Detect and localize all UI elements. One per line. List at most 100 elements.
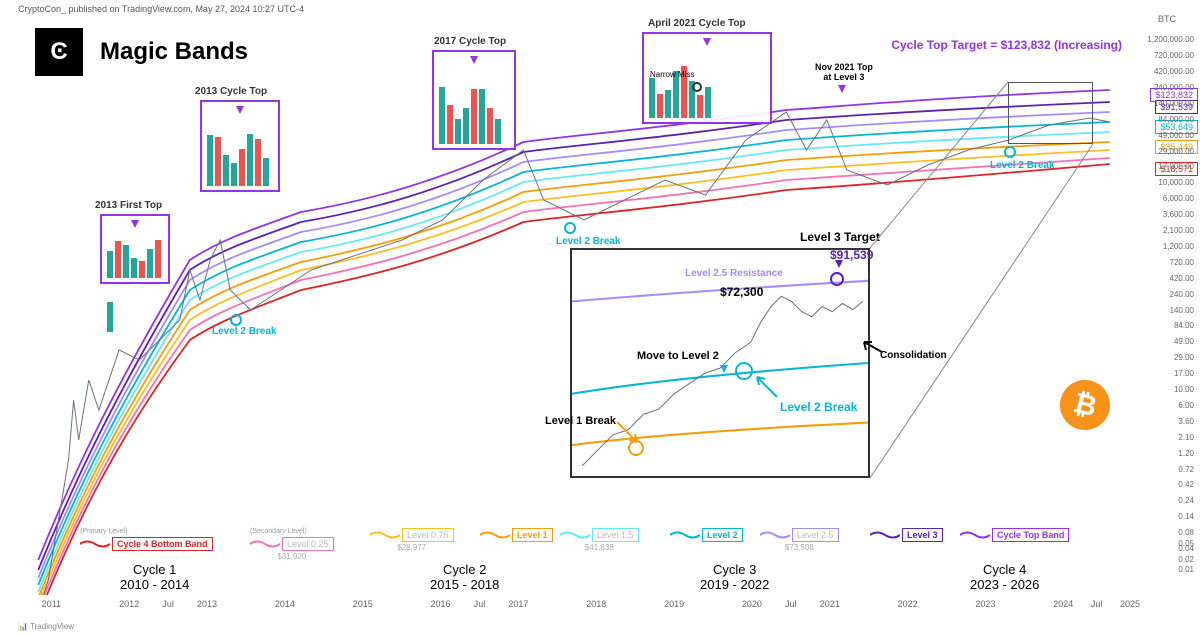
x-tick: 2013 <box>197 599 217 609</box>
y-tick: 0.08 <box>1178 528 1194 537</box>
y-tick: 0.42 <box>1178 480 1194 489</box>
level25-resist-label: Level 2.5 Resistance <box>685 268 783 279</box>
cycle-label: Cycle 12010 - 2014 <box>120 562 189 592</box>
cycle-label: Cycle 22015 - 2018 <box>430 562 499 592</box>
l2-break-inset: Level 2 Break <box>780 400 857 414</box>
y-tick: 0.04 <box>1178 544 1194 553</box>
y-tick: 2.10 <box>1178 433 1194 442</box>
y-tick: 6,000.00 <box>1163 194 1194 203</box>
x-tick: 2017 <box>508 599 528 609</box>
l1-break-circle <box>628 440 644 456</box>
legend-item: Level 1.5$41,638 <box>560 528 639 552</box>
legend-item: (Secondary Level)Level 0.25$31,920 <box>250 528 334 561</box>
callout-box: Narrow Miss <box>642 32 772 124</box>
y-axis: 1,200,000.00 720,000.00 420,000.00 240,000.… <box>1136 14 1198 595</box>
legend-item: Level 2 <box>670 528 743 542</box>
y-tick: 17.00 <box>1174 369 1194 378</box>
y-tick: 84,000.00 <box>1158 115 1194 124</box>
y-tick: 420,000.00 <box>1154 67 1194 76</box>
l2-break-circle-inset <box>735 362 753 380</box>
cycle-label: Cycle 42023 - 2026 <box>970 562 1039 592</box>
x-tick: 2015 <box>353 599 373 609</box>
legend-item: Level 2.5$73,508 <box>760 528 839 552</box>
y-tick: 3.60 <box>1178 417 1194 426</box>
callout-title: 2017 Cycle Top <box>434 36 506 47</box>
legend-item: (Primary Level)Cycle 4 Bottom Band <box>80 528 213 551</box>
y-tick: 49,000.00 <box>1158 131 1194 140</box>
x-axis: 2011 2012 Jul 2013 2014 2015 2016 Jul 2017 2018 20… <box>18 599 1130 613</box>
x-tick: 2014 <box>275 599 295 609</box>
l2-break-arrow <box>752 372 782 402</box>
callout-title: 2013 Cycle Top <box>195 86 267 97</box>
x-tick: 2011 <box>42 599 61 609</box>
y-tick: 0.14 <box>1178 512 1194 521</box>
l1-break: Level 1 Break <box>545 415 616 427</box>
level2-break-circle <box>1004 146 1016 158</box>
x-tick: 2019 <box>664 599 684 609</box>
y-tick: 240.00 <box>1170 290 1194 299</box>
x-tick: 2018 <box>586 599 606 609</box>
level3-target-circle <box>830 272 844 286</box>
x-tick: Jul <box>1091 599 1103 609</box>
y-tick: 10.00 <box>1174 385 1194 394</box>
y-tick: 49.00 <box>1174 337 1194 346</box>
y-tick: 0.24 <box>1178 496 1194 505</box>
y-tick: 3,600.00 <box>1163 210 1194 219</box>
callout-box <box>100 214 170 284</box>
y-tick: 720.00 <box>1170 258 1194 267</box>
level3-target-label: Level 3 Target <box>800 230 880 244</box>
callout-box <box>200 100 280 192</box>
y-tick: 140.00 <box>1170 306 1194 315</box>
legend-item: Level 1 <box>480 528 553 542</box>
legend-item: Cycle Top Band <box>960 528 1069 542</box>
level3-target-arrow <box>835 260 843 268</box>
y-tick: 140,000.00 <box>1154 99 1194 108</box>
x-tick: Jul <box>785 599 797 609</box>
x-tick: Jul <box>162 599 174 609</box>
callout-title: April 2021 Cycle Top <box>648 18 746 29</box>
x-tick: Jul <box>474 599 486 609</box>
x-tick: 2025 <box>1120 599 1140 609</box>
narrow-miss-label: Narrow Miss <box>650 70 694 79</box>
consolidation-arrow <box>860 338 885 356</box>
level2-break-label: Level 2 Break <box>556 236 621 247</box>
y-tick: 1.20 <box>1178 449 1194 458</box>
cycle-top-target: Cycle Top Target = $123,832 (Increasing) <box>891 38 1122 52</box>
level2-break-label: Level 2 Break <box>212 326 277 337</box>
y-tick: 17,000.00 <box>1158 162 1194 171</box>
y-tick: 29.00 <box>1174 353 1194 362</box>
y-tick: 420.00 <box>1170 274 1194 283</box>
level2-break-circle <box>564 222 576 234</box>
y-tick: 240,000.00 <box>1154 83 1194 92</box>
x-tick: 2023 <box>975 599 995 609</box>
cycle-label: Cycle 32019 - 2022 <box>700 562 769 592</box>
y-tick: 720,000.00 <box>1154 51 1194 60</box>
level2-break-circle <box>230 314 242 326</box>
x-tick: 2020 <box>742 599 762 609</box>
consolidation-label: Consolidation <box>880 350 947 361</box>
x-tick: 2016 <box>431 599 451 609</box>
x-tick: 2024 <box>1053 599 1073 609</box>
y-tick: 0.02 <box>1178 555 1194 564</box>
legend-item: Level 0.75$28,977 <box>370 528 454 552</box>
y-tick: 29,000.00 <box>1158 147 1194 156</box>
tradingview-logo: 📊 TradingView <box>18 622 74 631</box>
y-tick: 1,200,000.00 <box>1147 35 1194 44</box>
nov-2021-label: Nov 2021 Topat Level 3 <box>815 62 873 82</box>
y-tick: 0.01 <box>1178 565 1194 574</box>
nov-2021-arrow <box>838 85 846 93</box>
x-tick: 2022 <box>898 599 918 609</box>
x-tick: 2021 <box>820 599 840 609</box>
y-tick: 84.00 <box>1174 321 1194 330</box>
x-tick: 2012 <box>119 599 139 609</box>
y-tick: 2,100.00 <box>1163 226 1194 235</box>
y-tick: 1,200.00 <box>1163 242 1194 251</box>
publish-info: CryptoCon_ published on TradingView.com,… <box>18 4 304 14</box>
y-tick: 10,000.00 <box>1158 178 1194 187</box>
move-to-l2-arrow <box>720 365 728 373</box>
callout-title: 2013 First Top <box>95 200 162 211</box>
y-tick: 6.00 <box>1178 401 1194 410</box>
move-to-l2: Move to Level 2 <box>637 350 719 362</box>
y-tick: 0.72 <box>1178 465 1194 474</box>
callout-box <box>432 50 516 150</box>
